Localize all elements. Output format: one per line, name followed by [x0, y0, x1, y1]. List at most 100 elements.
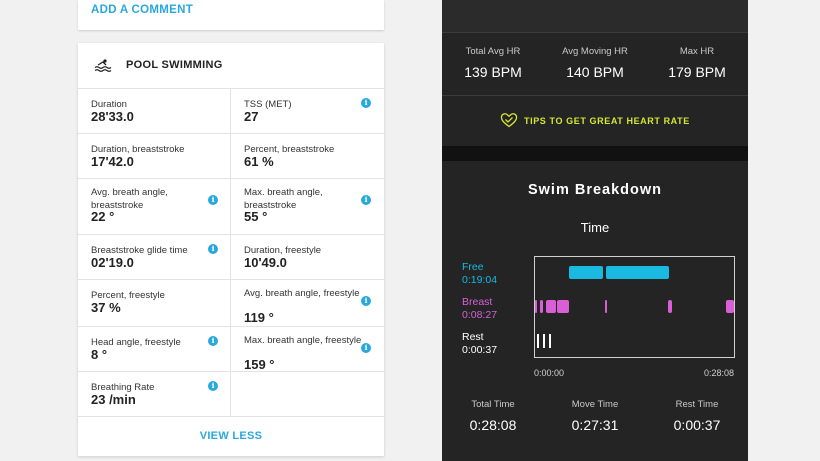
- segment-rest-0: [537, 334, 539, 348]
- heart-rate-tips-link[interactable]: TIPS TO GET GREAT HEART RATE: [442, 97, 748, 146]
- stat-row: Percent, freestyle 37 % Avg. breath angle,…: [78, 280, 384, 327]
- swim-breakdown-title: Swim Breakdown: [527, 182, 663, 198]
- stat-label: Duration, freestyle: [244, 245, 322, 256]
- stat-value: 17'42.0: [91, 154, 134, 169]
- legend-free: Free 0:19:04: [462, 261, 497, 287]
- stat-cell: Percent, freestyle 37 %: [78, 280, 231, 326]
- stat-label: TSS (MET): [244, 99, 292, 110]
- legend-rest: Rest 0:00:37: [462, 331, 497, 357]
- stat-cell: Percent, breaststroke 61 %: [231, 134, 384, 178]
- stat-label: Head angle, freestyle: [91, 337, 181, 348]
- summary-label: Total Time: [471, 399, 515, 410]
- segment-breast-2: [546, 300, 557, 313]
- summary-total-time: Total Time 0:28:08: [442, 399, 544, 433]
- stat-row: Duration, breaststroke 17'42.0 Percent, br…: [78, 134, 384, 179]
- stat-cell: Duration 28'33.0: [78, 89, 231, 133]
- stat-cell: Breaststroke glide time 02'19.0 i: [78, 235, 231, 279]
- summary-rest-time: Rest Time 0:00:37: [646, 399, 748, 433]
- heart-check-icon: [500, 113, 518, 128]
- stat-value: 28'33.0: [91, 109, 134, 124]
- swimming-waves-icon: [94, 59, 112, 72]
- hr-stat-value: 179 BPM: [668, 64, 726, 80]
- stat-label: Max. breath angle, breaststroke: [244, 187, 323, 211]
- tips-label[interactable]: TIPS TO GET GREAT HEART RATE: [524, 116, 690, 126]
- stat-row: Breaststroke glide time 02'19.0 i Duration,…: [78, 235, 384, 280]
- info-icon[interactable]: i: [208, 336, 218, 346]
- stat-value: 8 °: [91, 347, 108, 362]
- stat-cell: Duration, breaststroke 17'42.0: [78, 134, 231, 178]
- summary-value: 0:00:37: [673, 417, 721, 433]
- hr-stat-label: Avg Moving HR: [562, 46, 628, 57]
- swim-stats-grid: Duration 28'33.0 TSS (MET) 27 i Duration, bre…: [78, 89, 384, 417]
- pool-swimming-header: POOL SWIMMING: [78, 43, 384, 89]
- stat-label: Percent, freestyle: [91, 290, 165, 301]
- stat-cell: Duration, freestyle 10'49.0: [231, 235, 384, 279]
- stat-value: 119 °: [244, 310, 274, 325]
- axis-end-label: 0:28:08: [704, 368, 735, 378]
- stat-label: Max. breath angle, freestyle: [244, 335, 362, 346]
- stat-value: 27: [244, 109, 259, 124]
- swim-breakdown-subtitle: Time: [580, 220, 610, 235]
- pool-swimming-card: POOL SWIMMING Duration 28'33.0 TSS (MET) 27…: [78, 43, 384, 456]
- info-icon[interactable]: i: [208, 195, 218, 205]
- segment-rest-1: [543, 334, 545, 348]
- info-icon[interactable]: i: [208, 381, 218, 391]
- segment-breast-5: [667, 300, 672, 313]
- info-icon[interactable]: i: [361, 296, 371, 306]
- stat-cell: Avg. breath angle, breaststroke 22 ° i: [78, 179, 231, 234]
- activity-details-panel: ADD A COMMENT POOL SWIMMING Duration 28'3…: [78, 0, 384, 461]
- hr-stat-value: 140 BPM: [566, 64, 624, 80]
- stat-label: Avg. breath angle, breaststroke: [91, 187, 168, 211]
- legend-breast: Breast 0:08:27: [462, 296, 497, 322]
- stat-value: 37 %: [91, 300, 121, 315]
- segment-breast-4: [604, 300, 607, 313]
- stat-value: 02'19.0: [91, 255, 134, 270]
- legend-rest-name: Rest: [462, 331, 484, 343]
- stat-cell: [231, 372, 384, 416]
- hr-stat-value: 139 BPM: [464, 64, 522, 80]
- segment-free-0: [569, 266, 603, 279]
- legend-breast-time: 0:08:27: [462, 309, 498, 321]
- info-icon[interactable]: i: [361, 343, 371, 353]
- stat-cell: Max. breath angle, freestyle 159 ° i: [231, 327, 384, 372]
- segment-breast-6: [725, 300, 734, 313]
- hr-stat-avg-moving: Avg Moving HR 140 BPM: [544, 46, 646, 80]
- summary-value: 0:28:08: [469, 417, 517, 433]
- summary-move-time: Move Time 0:27:31: [544, 399, 646, 433]
- stat-value: 22 °: [91, 209, 115, 224]
- stat-value: 61 %: [244, 154, 274, 169]
- legend-rest-time: 0:00:37: [462, 344, 498, 356]
- stat-row: Head angle, freestyle 8 ° i Max. breath ang…: [78, 327, 384, 372]
- summary-label: Rest Time: [675, 399, 719, 410]
- stat-value: 10'49.0: [244, 255, 287, 270]
- stat-label: Breaststroke glide time: [91, 245, 188, 256]
- add-comment-link[interactable]: ADD A COMMENT: [91, 4, 194, 16]
- hr-stat-total-avg: Total Avg HR 139 BPM: [442, 46, 544, 80]
- legend-breast-name: Breast: [462, 296, 493, 308]
- legend-free-name: Free: [462, 261, 484, 273]
- stat-value: 23 /min: [91, 392, 136, 407]
- info-icon[interactable]: i: [361, 98, 371, 108]
- info-icon[interactable]: i: [361, 195, 371, 205]
- hr-stat-label: Max HR: [679, 46, 715, 57]
- view-less-button[interactable]: VIEW LESS: [199, 430, 263, 442]
- pool-swimming-title: POOL SWIMMING: [126, 59, 223, 71]
- heart-rate-stats: Total Avg HR 139 BPM Avg Moving HR 140 B…: [442, 34, 748, 96]
- stat-label: Percent, breaststroke: [244, 144, 335, 155]
- hr-stat-label: Total Avg HR: [465, 46, 521, 57]
- info-icon[interactable]: i: [208, 244, 218, 254]
- stat-cell: Breathing Rate 23 /min i: [78, 372, 231, 416]
- segment-breast-0: [535, 300, 538, 313]
- stat-cell: Max. breath angle, breaststroke 55 ° i: [231, 179, 384, 234]
- stat-label: Duration: [91, 99, 127, 110]
- section-divider: [442, 146, 748, 161]
- legend-free-time: 0:19:04: [462, 274, 498, 286]
- stat-cell: TSS (MET) 27 i: [231, 89, 384, 133]
- stat-label: Breathing Rate: [91, 382, 155, 393]
- stat-row: Duration 28'33.0 TSS (MET) 27 i: [78, 89, 384, 134]
- stat-cell: Head angle, freestyle 8 ° i: [78, 327, 231, 371]
- hr-stat-max: Max HR 179 BPM: [646, 46, 748, 80]
- stat-value: 159 °: [244, 357, 275, 372]
- stat-value: 55 °: [244, 209, 268, 224]
- comment-card: ADD A COMMENT: [78, 0, 384, 30]
